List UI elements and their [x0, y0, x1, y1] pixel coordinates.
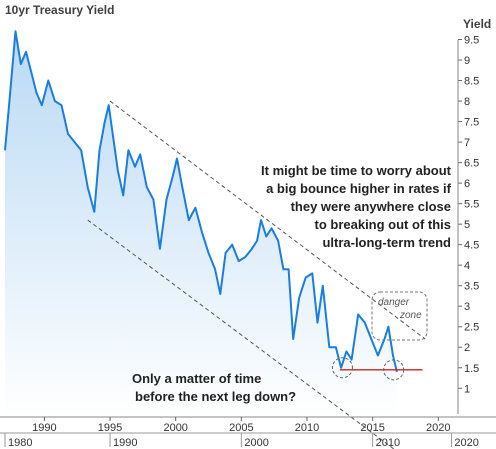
chart-title: 10yr Treasury Yield	[5, 3, 114, 17]
x-tick-label: 1995	[98, 422, 122, 434]
y-tick-label: 9.5	[464, 35, 479, 47]
danger-zone-label-2: zone	[399, 310, 422, 321]
trend-channel-lower	[87, 219, 395, 449]
y-tick-label: 2.5	[464, 322, 479, 334]
y-tick-label: 6	[464, 178, 470, 190]
y-tick-label: 3.5	[464, 281, 479, 293]
top-annotation-line: they were anywhere close	[291, 199, 451, 214]
low-point-circle-1	[331, 357, 353, 379]
bottom-annotation: Only a matter of time before the next leg…	[132, 371, 296, 404]
y-tick-label: 3	[464, 301, 470, 313]
x-tick-label: 2020	[426, 422, 450, 434]
y-tick-label: 1	[464, 383, 470, 395]
y-tick-label: 9	[464, 55, 470, 67]
y-tick-label: 7.5	[464, 117, 479, 129]
x-tick-label: 1990	[32, 422, 56, 434]
y-tick-label: 8	[464, 96, 470, 108]
yield-area-fill	[5, 31, 397, 418]
x-tick-label: 2015	[360, 422, 384, 434]
y-tick-label: 4	[464, 260, 470, 272]
y-tick-label: 2	[464, 342, 470, 354]
y-tick-label: 7	[464, 137, 470, 149]
x-decade-label: 2010	[376, 437, 400, 449]
x-decade-label: 2020	[454, 437, 478, 449]
x-decade-label: 1980	[8, 437, 32, 449]
x-decade-label: 1990	[113, 437, 137, 449]
x-tick-label: 2010	[295, 422, 319, 434]
top-annotation-line: ultra-long-term trend	[322, 235, 451, 250]
top-annotation-line: It might be time to worry about	[261, 163, 452, 178]
y-tick-label: 4.5	[464, 240, 479, 252]
y-tick-label: 5	[464, 219, 470, 231]
danger-zone-label-1: danger	[378, 297, 410, 308]
top-annotation-line: a big bounce higher in rates if	[266, 181, 452, 196]
trend-channel-upper	[109, 100, 426, 340]
y-tick-label: 8.5	[464, 76, 479, 88]
y-axis-label: Yield	[463, 17, 491, 31]
bottom-annotation-line: before the next leg down?	[135, 389, 296, 404]
danger-zone-box	[371, 291, 428, 341]
top-annotation-line: to breaking out of this	[315, 217, 452, 232]
y-tick-label: 1.5	[464, 363, 479, 375]
x-tick-label: 2000	[163, 422, 187, 434]
bottom-annotation-line: Only a matter of time	[132, 371, 261, 386]
y-tick-label: 5.5	[464, 199, 479, 211]
x-tick-label: 2005	[229, 422, 253, 434]
yield-series-line	[4, 30, 398, 373]
top-annotation: It might be time to worry about a big bou…	[261, 163, 452, 250]
x-decade-label: 2000	[244, 437, 268, 449]
y-tick-label: 6.5	[464, 158, 479, 170]
low-point-circle-2	[383, 359, 405, 381]
